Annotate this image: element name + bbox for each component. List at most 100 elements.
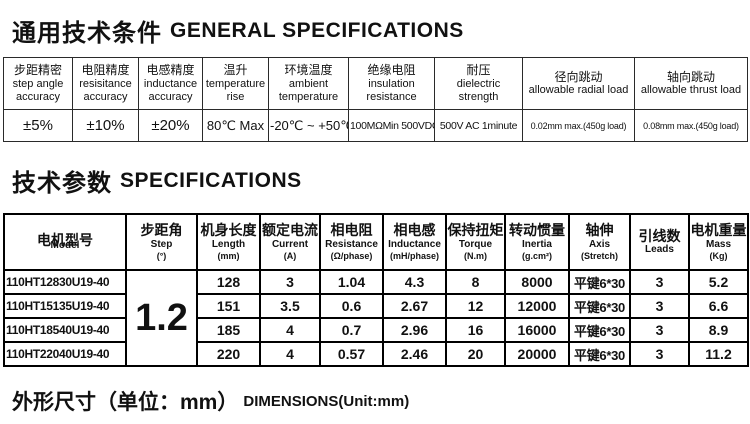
header-unit: (N.m) <box>464 251 487 261</box>
header-unit: (Ω/phase) <box>330 251 373 261</box>
cell-inductance: 2.67 <box>382 293 447 319</box>
header-unit: (mH/phase) <box>389 251 439 261</box>
header-zh: 电机重量 <box>690 222 747 239</box>
header-zh: 转动惯量 <box>509 222 565 239</box>
header-en: Model <box>50 240 80 252</box>
header-zh: 步距精密 <box>13 63 62 78</box>
header-ambient-temperature: 环境温度 ambient temperature <box>268 57 349 110</box>
spec-row-1: 110HT12830U19-40 1.2 128 3 1.04 4.3 8 80… <box>3 269 749 367</box>
general-specs-value-row: ±5% ±10% ±20% 80℃ Max -20℃ ~ +50℃ 100MΩM… <box>3 109 748 142</box>
cell-model: 110HT12830U19-40 <box>3 269 127 295</box>
value-step-angle-accuracy: ±5% <box>3 109 73 142</box>
header-axis: 轴伸 Axis (Stretch) <box>568 213 631 271</box>
header-en: Step <box>150 239 173 250</box>
value-inductance-accuracy: ±20% <box>138 109 203 142</box>
cell-leads: 3 <box>629 341 690 367</box>
header-step-angle: 步距角 Step (°) <box>125 213 198 271</box>
header-en: allowable thrust load <box>640 84 742 97</box>
cell-axis: 平键6*30 <box>568 317 631 343</box>
header-zh: 环境温度 <box>284 63 333 78</box>
header-zh: 引线数 <box>638 227 681 244</box>
header-inertia: 转动惯量 Inertia (g.cm²) <box>504 213 570 271</box>
dimensions-title-zh: 外形尺寸（单位：mm） <box>12 391 239 414</box>
header-step-angle-accuracy: 步距精密 step angle accuracy <box>3 57 73 110</box>
cell-inductance: 2.46 <box>382 341 447 367</box>
header-current: 额定电流 Current (A) <box>259 213 321 271</box>
header-dielectric-strength: 耐压 dielectric strength <box>434 57 523 110</box>
header-resistance: 相电阻 Resistance (Ω/phase) <box>319 213 384 271</box>
spec-row-3: 110HT18540U19-40 185 4 0.7 2.96 16 16000… <box>3 317 749 343</box>
cell-current: 4 <box>259 317 321 343</box>
header-en: allowable radial load <box>528 84 629 97</box>
cell-mass: 11.2 <box>688 341 749 367</box>
header-unit: (mm) <box>217 251 240 261</box>
header-length: 机身长度 Length (mm) <box>196 213 261 271</box>
header-unit: (°) <box>156 251 167 261</box>
cell-length: 128 <box>196 269 261 295</box>
header-en: ambient temperature <box>278 77 339 103</box>
cell-mass: 5.2 <box>688 269 749 295</box>
cell-current: 4 <box>259 341 321 367</box>
header-zh: 绝缘电阻 <box>367 63 416 78</box>
cell-mass: 8.9 <box>688 317 749 343</box>
header-leads: 引线数 Leads <box>629 213 690 271</box>
cell-inertia: 20000 <box>504 341 570 367</box>
general-specs-title-en: GENERAL SPECIFICATIONS <box>170 18 464 42</box>
spec-table: 电机型号 Model 步距角 Step (°) 机身长度 Length (mm)… <box>3 213 749 367</box>
general-specs-table: 步距精密 step angle accuracy 电阻精度 resisitanc… <box>3 57 748 142</box>
value-allowable-radial-load: 0.02mm max.(450g load) <box>522 109 635 142</box>
specifications-title-zh: 技术参数 <box>12 170 112 197</box>
value-resistance-accuracy: ±10% <box>72 109 139 142</box>
header-inductance: 相电感 Inductance (mH/phase) <box>382 213 447 271</box>
cell-resistance: 0.6 <box>319 293 384 319</box>
dimensions-title: 外形尺寸（单位：mm） DIMENSIONS(Unit:mm) <box>12 386 750 416</box>
spec-row-4: 110HT22040U19-40 220 4 0.57 2.46 20 2000… <box>3 341 749 367</box>
cell-length: 185 <box>196 317 261 343</box>
header-unit: (A) <box>283 251 297 261</box>
header-zh: 电机型号 <box>37 231 93 248</box>
value-ambient-temperature: -20℃ ~ +50℃ <box>268 109 349 142</box>
value-allowable-thrust-load: 0.08mm max.(450g load) <box>634 109 748 142</box>
cell-mass: 6.6 <box>688 293 749 319</box>
cell-leads: 3 <box>629 293 690 319</box>
header-torque: 保持扭矩 Torque (N.m) <box>445 213 506 271</box>
general-specs-title-zh: 通用技术条件 <box>12 20 162 47</box>
header-zh: 轴向跳动 <box>666 69 715 84</box>
header-temperature-rise: 温升 temperature rise <box>202 57 269 110</box>
cell-current: 3.5 <box>259 293 321 319</box>
cell-model: 110HT22040U19-40 <box>3 341 127 367</box>
cell-inertia: 8000 <box>504 269 570 295</box>
header-zh: 径向跳动 <box>554 69 603 84</box>
cell-model: 110HT18540U19-40 <box>3 317 127 343</box>
cell-resistance: 1.04 <box>319 269 384 295</box>
header-en: insulation resistance <box>366 77 417 103</box>
header-en: Inductance <box>388 239 441 250</box>
header-zh: 保持扭矩 <box>447 222 504 239</box>
header-zh: 温升 <box>223 63 248 78</box>
cell-inductance: 2.96 <box>382 317 447 343</box>
header-en: Length <box>211 239 246 250</box>
cell-inertia: 12000 <box>504 293 570 319</box>
cell-length: 151 <box>196 293 261 319</box>
cell-resistance: 0.7 <box>319 317 384 343</box>
cell-inductance: 4.3 <box>382 269 447 295</box>
header-insulation-resistance: 绝缘电阻 insulation resistance <box>348 57 435 110</box>
cell-leads: 3 <box>629 269 690 295</box>
header-en: Torque <box>458 239 493 250</box>
header-inductance-accuracy: 电感精度 inductance accuracy <box>138 57 203 110</box>
general-specs-header-row: 步距精密 step angle accuracy 电阻精度 resisitanc… <box>3 57 748 110</box>
header-en: Resistance <box>325 239 378 250</box>
spec-row-2: 110HT15135U19-40 151 3.5 0.6 2.67 12 120… <box>3 293 749 319</box>
header-en: Inertia <box>521 239 552 250</box>
header-zh: 机身长度 <box>200 222 257 239</box>
header-mass: 电机重量 Mass (Kg) <box>688 213 749 271</box>
header-zh: 电阻精度 <box>81 63 130 78</box>
header-zh: 相电阻 <box>330 222 373 239</box>
header-en: Axis <box>588 239 611 250</box>
header-unit: (Stretch) <box>580 251 618 261</box>
header-zh: 额定电流 <box>262 222 318 239</box>
cell-inertia: 16000 <box>504 317 570 343</box>
header-en: dielectric strength <box>456 77 501 103</box>
header-unit: (g.cm²) <box>522 251 552 261</box>
header-model: 电机型号 Model <box>3 213 127 271</box>
